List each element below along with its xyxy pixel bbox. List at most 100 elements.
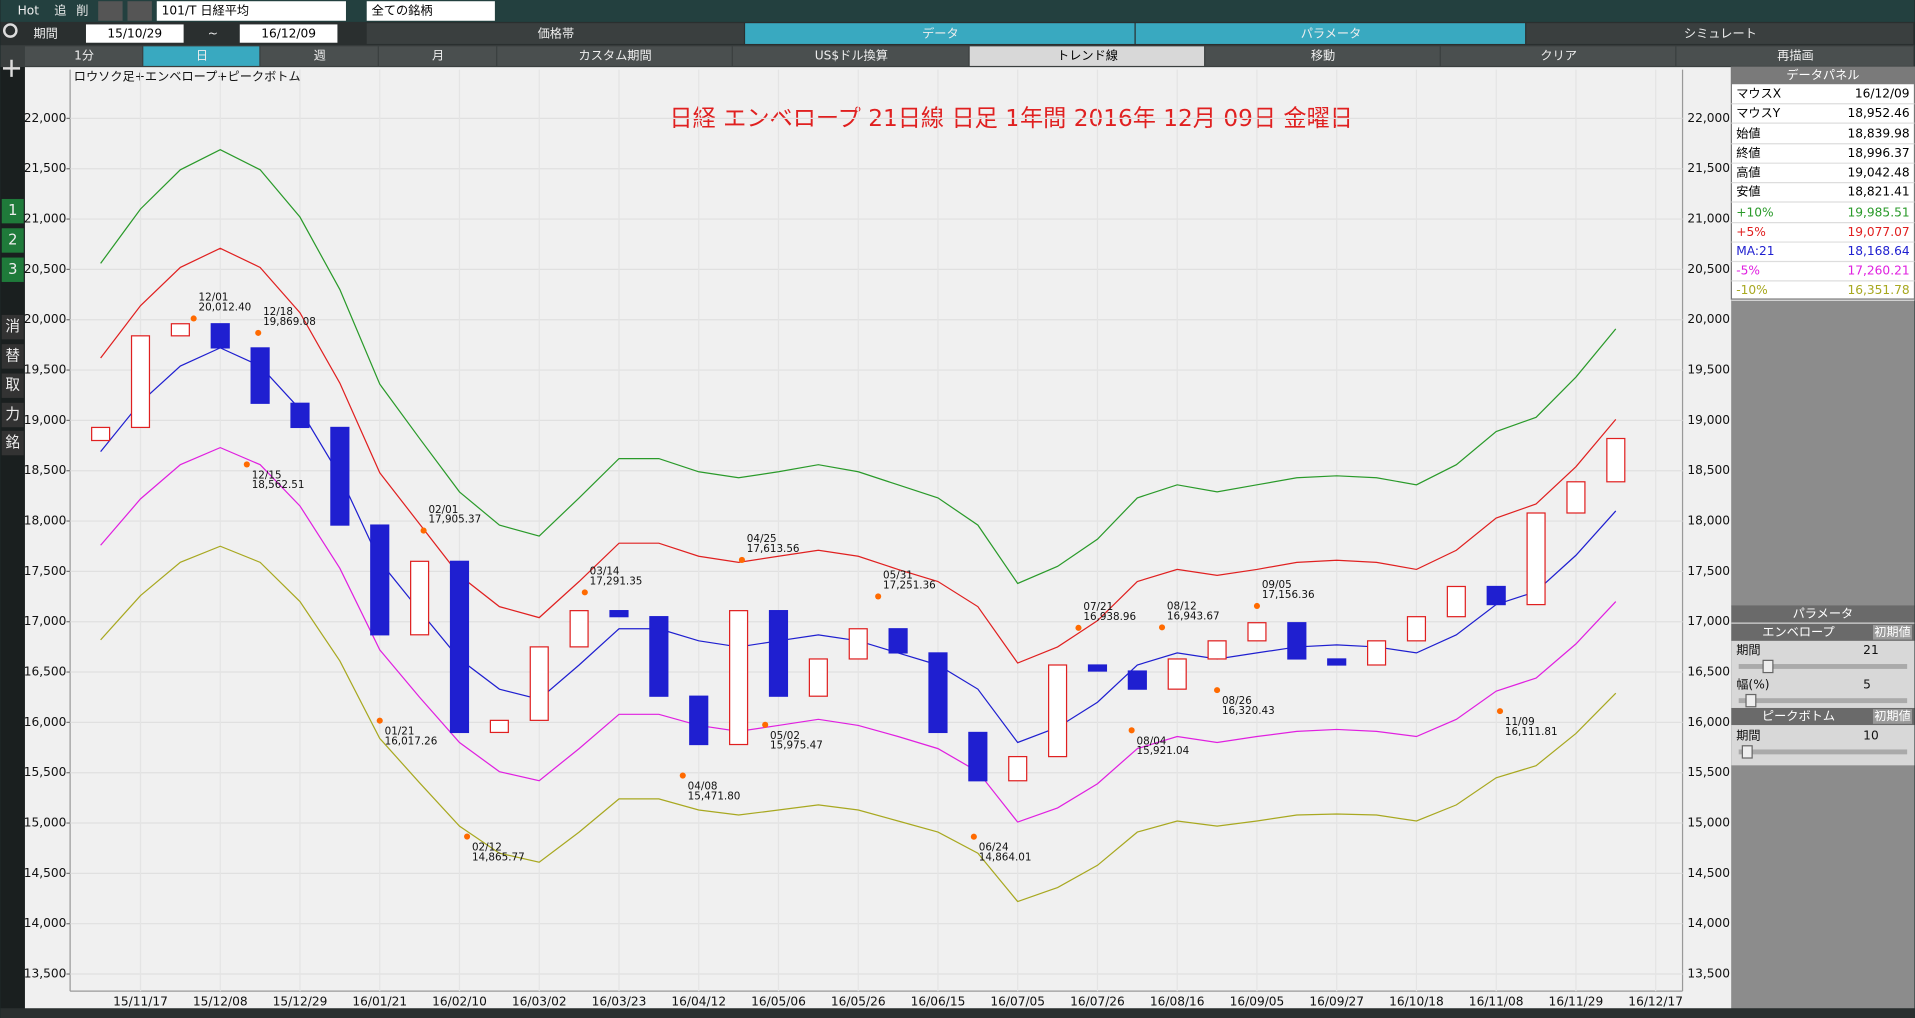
y-tick-label-right: 13,500: [1687, 967, 1730, 981]
sidebar-label[interactable]: 3: [8, 261, 17, 278]
universe[interactable]: 全ての銘柄: [372, 2, 433, 17]
toolbar-button[interactable]: [1440, 46, 1676, 66]
tab[interactable]: [1526, 23, 1914, 44]
candle: [768, 610, 789, 697]
slider-thumb[interactable]: [1741, 745, 1753, 759]
sidebar-button[interactable]: [1, 314, 24, 340]
sidebar-button[interactable]: [1, 402, 24, 428]
param-header-label: パラメータ: [1793, 606, 1854, 620]
reset-label[interactable]: 初期値: [1874, 708, 1911, 723]
toolbar-button[interactable]: [1676, 46, 1914, 66]
y-tick-label-right: 20,500: [1687, 262, 1730, 276]
reset-button[interactable]: [1872, 624, 1913, 640]
reset-button[interactable]: [1872, 709, 1913, 724]
end-box[interactable]: [239, 24, 338, 43]
toolbar-button[interactable]: [969, 46, 1205, 66]
param-header-label: エンベロープ: [1762, 625, 1834, 639]
sidebar-label[interactable]: 替: [5, 347, 20, 364]
toolbar-button[interactable]: [1205, 46, 1440, 66]
start-box[interactable]: [85, 24, 184, 43]
add-button[interactable]: 追: [54, 2, 66, 17]
y-tick-label-right: 14,500: [1687, 866, 1730, 880]
annotation-value: 17,905.37: [428, 514, 481, 526]
toolbar-button[interactable]: [497, 46, 732, 66]
sidebar-button[interactable]: [1, 198, 24, 224]
sidebar-button[interactable]: [1, 257, 24, 282]
toolbar-button-label[interactable]: カスタム期間: [579, 49, 652, 63]
annotation-value: 19,869.08: [263, 316, 316, 328]
sidebar-button[interactable]: [1, 344, 24, 369]
toolbar-button-label[interactable]: 移動: [1311, 49, 1335, 63]
toolbar-button-label[interactable]: 1分: [74, 49, 94, 63]
add-icon[interactable]: [2, 59, 21, 77]
toolbar-button-label[interactable]: クリア: [1540, 49, 1577, 63]
hot-button[interactable]: Hot: [18, 3, 40, 17]
sidebar-button[interactable]: [1, 430, 24, 456]
sidebar-button[interactable]: [1, 373, 24, 398]
sidebar-label[interactable]: 2: [8, 231, 17, 248]
annotation-value: 14,864.01: [979, 851, 1032, 863]
y-tick-label-right: 22,000: [1687, 111, 1730, 125]
toolbar-button-label[interactable]: 月: [432, 49, 444, 63]
symbol-box[interactable]: [156, 1, 346, 21]
y-tick-label-right: 16,000: [1687, 715, 1730, 729]
delete-button[interactable]: 削: [76, 3, 88, 17]
toolbar-button-label[interactable]: US$ドル換算: [815, 48, 888, 63]
slider-thumb[interactable]: [1762, 659, 1774, 674]
data-label: 終値: [1736, 145, 1760, 160]
candle: [370, 524, 390, 636]
toolbar-button-label[interactable]: 再描画: [1777, 49, 1814, 63]
x-tick-label: 16/08/16: [1150, 995, 1205, 1009]
tab[interactable]: [366, 23, 744, 44]
slider[interactable]: [1738, 749, 1908, 755]
bottom-marker: [762, 721, 769, 728]
toolbar-button[interactable]: [732, 46, 969, 66]
search-icon[interactable]: [2, 23, 18, 38]
toolbar-button-label[interactable]: トレンド線: [1057, 48, 1118, 63]
toolbar-button-label[interactable]: 週: [314, 49, 326, 63]
data-value: 18,952.46: [1848, 106, 1910, 120]
toolbar-button[interactable]: [24, 46, 143, 66]
y-tick-label: 15,000: [24, 816, 67, 830]
sidebar-button[interactable]: [1, 228, 24, 253]
reset-label[interactable]: 初期値: [1874, 624, 1911, 639]
tab-label[interactable]: パラメータ: [1301, 27, 1362, 41]
x-tick-label: 16/10/18: [1389, 995, 1444, 1009]
toolbar-button-label[interactable]: 日: [196, 49, 208, 63]
tab-label[interactable]: シミュレート: [1684, 27, 1757, 41]
toolbar-button[interactable]: [260, 46, 378, 66]
y-tick-label: 14,500: [24, 866, 67, 880]
x-tick-label: 16/11/08: [1469, 995, 1524, 1009]
slider-thumb[interactable]: [1745, 693, 1757, 708]
slider[interactable]: [1738, 664, 1908, 669]
tab-label[interactable]: データ: [922, 26, 959, 41]
candle: [250, 347, 270, 404]
peak-marker: [1253, 602, 1261, 610]
tab-label[interactable]: 価格帯: [538, 26, 575, 41]
tab[interactable]: [1135, 23, 1526, 44]
universe-box[interactable]: [366, 1, 495, 21]
sidebar-label[interactable]: 力: [5, 406, 20, 423]
y-tick-label: 18,000: [24, 514, 67, 528]
sidebar-label[interactable]: 取: [5, 377, 20, 394]
sidebar-label[interactable]: 1: [8, 202, 17, 219]
x-tick-label: 16/06/15: [911, 995, 966, 1009]
y-tick-label-right: 15,000: [1687, 816, 1730, 830]
tab[interactable]: [745, 23, 1135, 44]
end-date[interactable]: 16/12/09: [261, 27, 316, 41]
annotation-date: 08/26: [1222, 695, 1252, 707]
slider[interactable]: [1738, 698, 1908, 704]
start-date[interactable]: 15/10/29: [107, 27, 162, 41]
symbol[interactable]: 101/T 日経平均: [162, 3, 249, 17]
candle: [649, 616, 669, 697]
envelope-line: [100, 148, 1617, 585]
nav-prev[interactable]: [98, 1, 123, 21]
data-value: 18,839.98: [1848, 127, 1910, 141]
candle: [808, 658, 828, 697]
sidebar-label[interactable]: 消: [5, 318, 20, 335]
toolbar-button[interactable]: [378, 46, 497, 66]
sidebar-label[interactable]: 銘: [5, 434, 20, 451]
nav-next[interactable]: [127, 1, 152, 21]
y-tick-label: 18,500: [24, 463, 67, 477]
toolbar-button[interactable]: [143, 46, 260, 66]
